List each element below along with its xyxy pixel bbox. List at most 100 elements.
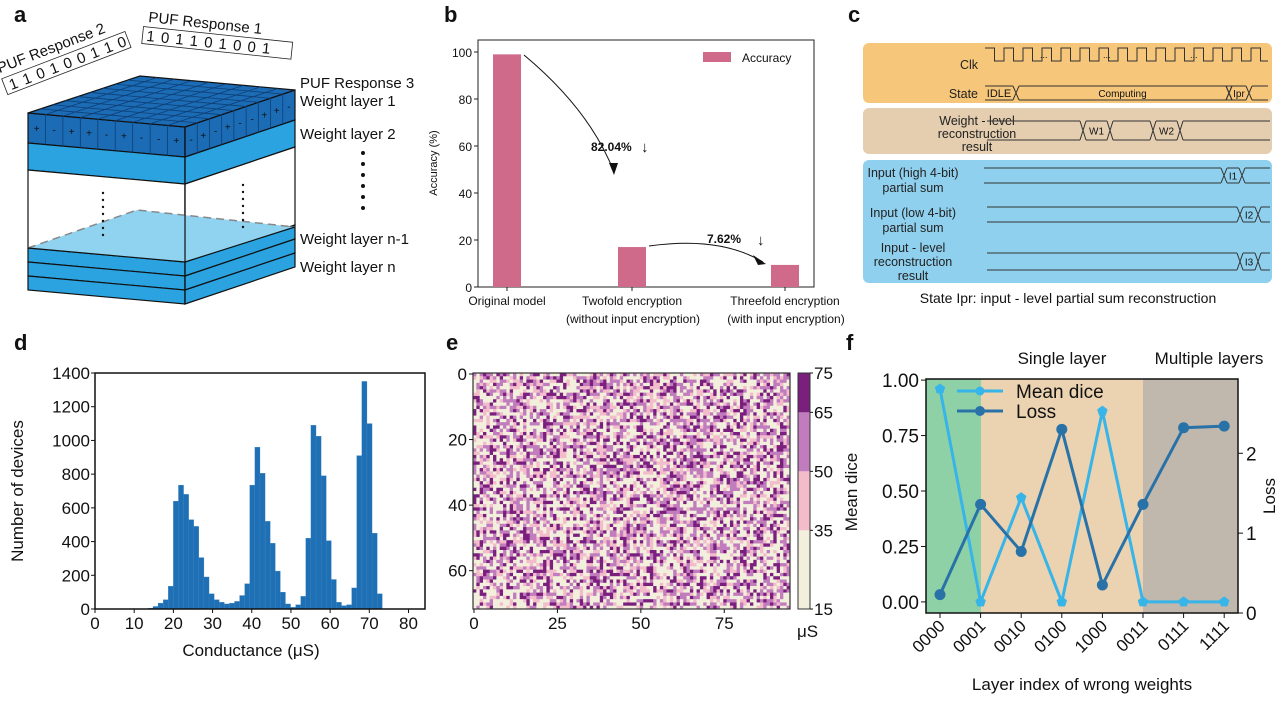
heatmap-cell xyxy=(483,396,487,400)
heatmap-cell xyxy=(580,389,584,393)
heatmap-cell xyxy=(533,429,537,433)
heatmap-cell xyxy=(600,429,604,433)
heatmap-cell xyxy=(606,471,610,475)
heatmap-cell xyxy=(523,409,527,413)
heatmap-cell xyxy=(740,517,744,521)
heatmap-cell xyxy=(536,393,540,397)
heatmap-cell xyxy=(647,393,651,397)
heatmap-cell xyxy=(737,488,741,492)
heatmap-cell xyxy=(760,425,764,429)
heatmap-cell xyxy=(717,517,721,521)
heatmap-cell xyxy=(476,403,480,407)
heatmap-cell xyxy=(496,494,500,498)
heatmap-cell xyxy=(506,419,510,423)
heatmap-cell xyxy=(603,432,607,436)
heatmap-cell xyxy=(526,422,530,426)
heatmap-cell xyxy=(600,445,604,449)
heatmap-cell xyxy=(653,478,657,482)
heatmap-cell xyxy=(660,439,664,443)
heatmap-cell xyxy=(610,488,614,492)
heatmap-cell xyxy=(520,399,524,403)
heatmap-cell xyxy=(483,471,487,475)
heatmap-cell xyxy=(630,475,634,479)
heatmap-cell xyxy=(503,504,507,508)
heatmap-cell xyxy=(576,484,580,488)
heatmap-cell xyxy=(763,491,767,495)
heatmap-cell xyxy=(710,475,714,479)
heatmap-cell xyxy=(480,399,484,403)
heatmap-cell xyxy=(700,462,704,466)
heatmap-cell xyxy=(536,445,540,449)
heatmap-cell xyxy=(550,494,554,498)
heatmap-cell xyxy=(633,534,637,538)
heatmap-cell xyxy=(653,429,657,433)
heatmap-cell xyxy=(670,412,674,416)
heatmap-cell xyxy=(630,412,634,416)
heatmap-cell xyxy=(536,521,540,525)
heatmap-cell xyxy=(680,432,684,436)
heatmap-cell xyxy=(496,491,500,495)
heatmap-cell xyxy=(663,403,667,407)
heatmap-cell xyxy=(743,491,747,495)
heatmap-cell xyxy=(543,399,547,403)
heatmap-cell xyxy=(583,399,587,403)
heatmap-cell xyxy=(657,386,661,390)
heatmap-cell xyxy=(680,422,684,426)
heatmap-cell xyxy=(663,389,667,393)
heatmap-cell xyxy=(707,462,711,466)
heatmap-cell xyxy=(773,530,777,534)
heatmap-cell xyxy=(550,393,554,397)
heatmap-cell xyxy=(623,403,627,407)
heatmap-cell xyxy=(733,507,737,511)
heatmap-cell xyxy=(673,514,677,518)
heatmap-cell xyxy=(586,484,590,488)
heatmap-cell xyxy=(743,406,747,410)
heatmap-cell xyxy=(657,501,661,505)
heatmap-cell xyxy=(640,386,644,390)
heatmap-cell xyxy=(780,504,784,508)
heatmap-cell xyxy=(707,435,711,439)
heatmap-cell xyxy=(643,445,647,449)
heatmap-cell xyxy=(523,419,527,423)
heatmap-cell xyxy=(486,406,490,410)
heatmap-cell xyxy=(613,534,617,538)
heatmap-cell xyxy=(757,435,761,439)
heatmap-cell xyxy=(513,494,517,498)
heatmap-cell xyxy=(650,406,654,410)
heatmap-cell xyxy=(663,494,667,498)
heatmap-cell xyxy=(566,439,570,443)
annotation-arrowhead-2 xyxy=(753,255,766,265)
heatmap-cell xyxy=(566,527,570,531)
heatmap-cell xyxy=(697,442,701,446)
heatmap-cell xyxy=(500,507,504,511)
heatmap-cell xyxy=(650,514,654,518)
heatmap-cell xyxy=(690,439,694,443)
heatmap-cell xyxy=(503,465,507,469)
heatmap-cell xyxy=(626,425,630,429)
heatmap-cell xyxy=(510,465,514,469)
heatmap-cell xyxy=(700,448,704,452)
heatmap-cell xyxy=(620,448,624,452)
heatmap-cell xyxy=(516,442,520,446)
heatmap-cell xyxy=(510,498,514,502)
heatmap-cell xyxy=(620,478,624,482)
cell-sign: - xyxy=(287,102,290,113)
heatmap-cell xyxy=(523,435,527,439)
heatmap-cell xyxy=(657,498,661,502)
heatmap-cell xyxy=(560,488,564,492)
heatmap-cell xyxy=(720,455,724,459)
heatmap-cell xyxy=(700,403,704,407)
heatmap-cell xyxy=(583,429,587,433)
heatmap-cell xyxy=(493,465,497,469)
heatmap-cell xyxy=(747,494,751,498)
heatmap-cell xyxy=(576,488,580,492)
heatmap-cell xyxy=(596,465,600,469)
heatmap-cell xyxy=(563,442,567,446)
heatmap-cell xyxy=(620,419,624,423)
heatmap-cell xyxy=(690,484,694,488)
heatmap-cell xyxy=(570,458,574,462)
heatmap-cell xyxy=(780,380,784,384)
heatmap-cell xyxy=(576,416,580,420)
legend: Accuracy xyxy=(703,51,791,65)
heatmap-cell xyxy=(503,409,507,413)
